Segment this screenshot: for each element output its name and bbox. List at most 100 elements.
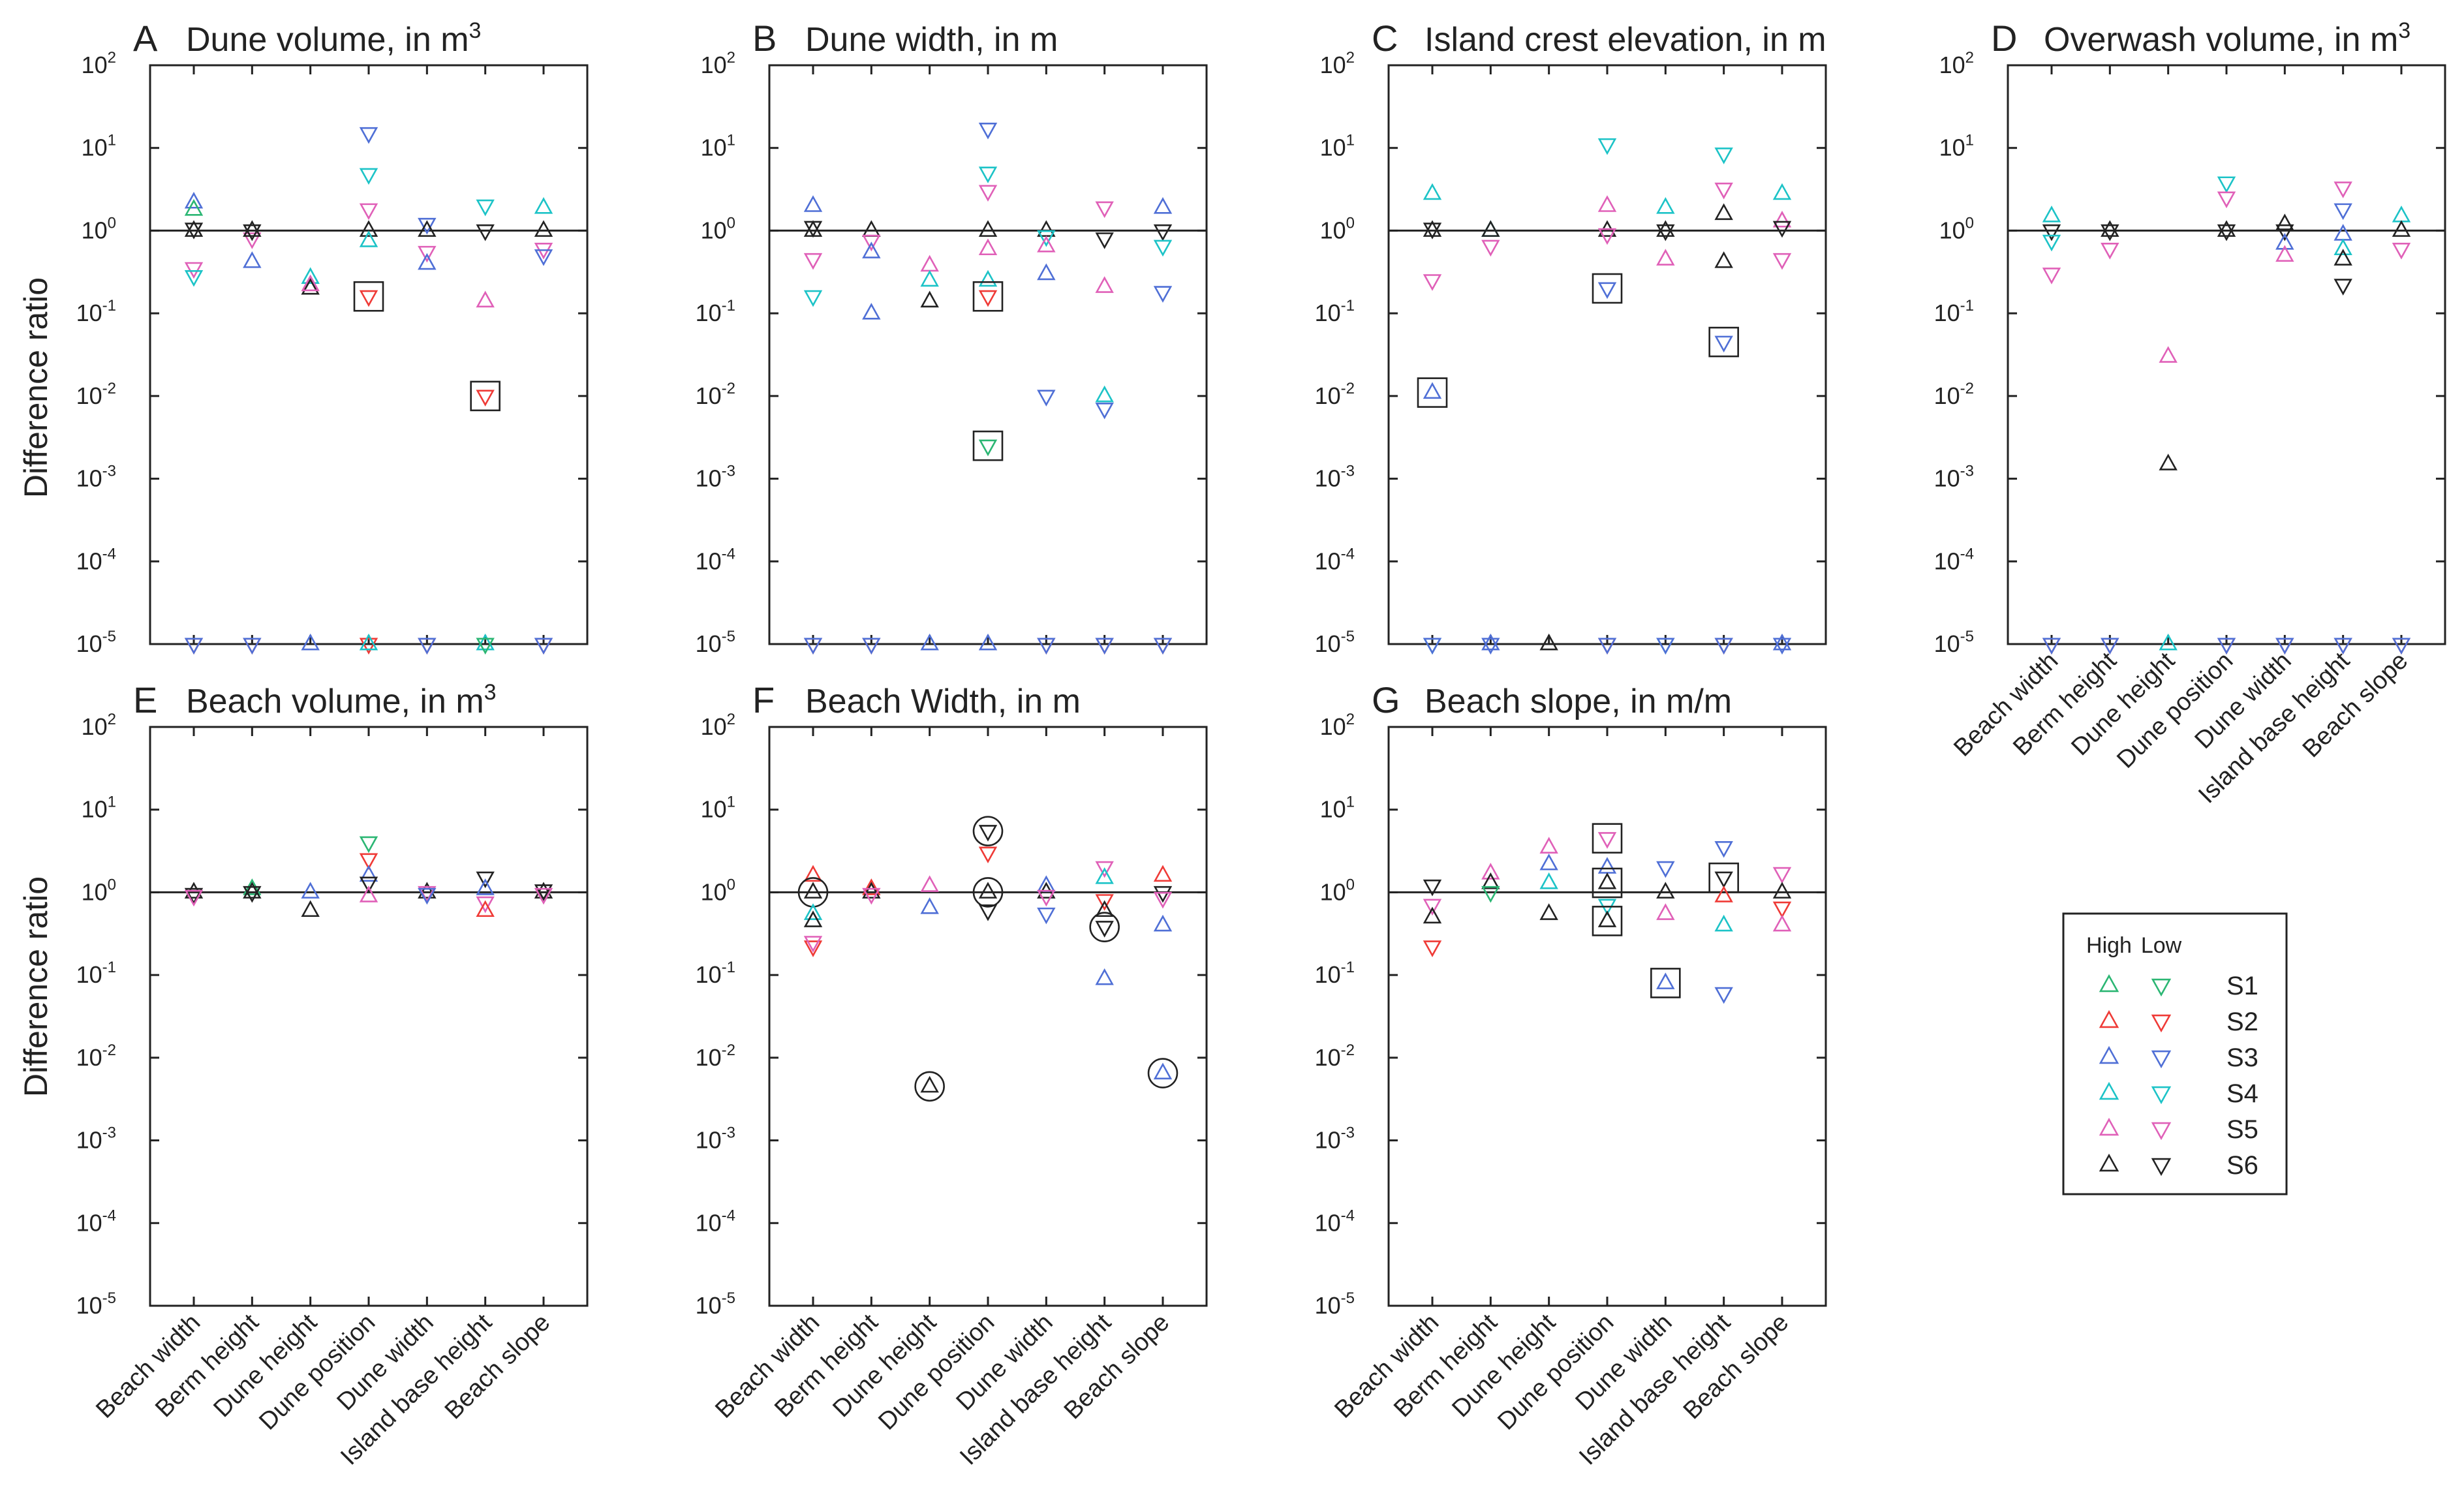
point-S3-low	[1037, 390, 1056, 407]
point-S5-high	[1772, 914, 1792, 932]
point-S4-low	[1597, 138, 1617, 155]
y-tick-exponent: 0	[727, 214, 735, 232]
y-axis-label-top: Difference ratio	[18, 277, 54, 498]
highlight-box	[972, 430, 1004, 461]
point-S5-low	[1095, 861, 1114, 878]
y-tick-exponent: -5	[1960, 628, 1974, 645]
point-S2-low	[359, 853, 378, 871]
point-S4-high	[1481, 220, 1500, 237]
plot-frame	[768, 726, 1208, 1307]
point-S3-low	[2333, 638, 2352, 655]
y-tick-exponent: -3	[722, 1124, 735, 1142]
panel-G: G Beach slope, in m/m10210110010-110-210-…	[1315, 679, 1827, 1470]
point-S6-low	[476, 871, 495, 889]
point-S3-low	[1714, 987, 1733, 1004]
y-tick-exponent: 0	[108, 876, 116, 893]
point-S3-high	[301, 633, 320, 651]
highlight-circle	[1089, 912, 1120, 942]
legend-label: S5	[2226, 1115, 2258, 1144]
point-S5-low	[2392, 243, 2411, 260]
y-tick-exponent: -2	[722, 380, 735, 397]
point-S6-high	[2101, 220, 2119, 237]
y-tick-label: 10-1	[1315, 297, 1355, 326]
point-S2-low	[978, 846, 998, 864]
y-tick-exponent: -5	[102, 1289, 116, 1307]
legend-label: S2	[2226, 1008, 2258, 1036]
y-tick-label: 100	[1939, 214, 1974, 243]
point-S4-high	[2333, 238, 2352, 256]
point-S5-high	[2159, 346, 2178, 363]
panels: A Dune volume, in m310210110010-110-210-3…	[76, 18, 2446, 1470]
y-tick-label: 10-2	[76, 380, 116, 409]
point-S3-high	[1539, 853, 1558, 871]
y-tick-label: 101	[1939, 132, 1974, 161]
point-S5-low	[1597, 832, 1617, 849]
y-tick-label: 10-2	[696, 1041, 735, 1071]
point-S3-low	[418, 887, 437, 905]
point-S1-low	[1481, 886, 1500, 903]
point-S5-low	[803, 253, 823, 270]
y-tick-exponent: -4	[1960, 545, 1974, 563]
legend-label: S4	[2226, 1079, 2258, 1108]
point-S5-high	[476, 290, 495, 308]
point-S6-low	[1153, 886, 1173, 903]
y-tick-exponent: -1	[1341, 297, 1355, 315]
panel-F: F Beach Width, in m10210110010-110-210-31…	[696, 679, 1208, 1470]
y-tick-exponent: -4	[722, 545, 735, 563]
point-S6-high	[243, 882, 262, 899]
point-S3-low	[2333, 203, 2352, 221]
point-S3-low	[1481, 638, 1500, 655]
y-tick-exponent: -1	[102, 959, 116, 976]
y-tick-exponent: -3	[722, 463, 735, 480]
point-S6-low	[476, 224, 495, 241]
point-S6-low	[359, 876, 378, 894]
point-S3-low	[418, 638, 437, 655]
y-tick-label: 101	[82, 794, 116, 823]
legend-marker-low	[2151, 1086, 2172, 1105]
point-S6-high	[862, 220, 881, 237]
point-S6-high	[1481, 220, 1500, 237]
point-S4-low	[1714, 147, 1733, 164]
highlight-box	[1592, 823, 1623, 854]
y-tick-exponent: -2	[1341, 1041, 1355, 1059]
point-S3-low	[1714, 638, 1733, 655]
y-tick-exponent: 2	[1346, 49, 1355, 67]
y-tick-label: 10-1	[1315, 959, 1355, 988]
y-tick-exponent: 1	[727, 132, 735, 149]
panel-letter: B	[752, 18, 777, 59]
point-S3-low	[418, 217, 437, 235]
point-S1-low	[359, 836, 378, 854]
y-tick-exponent: 0	[1965, 214, 1974, 232]
y-tick-exponent: 2	[108, 49, 116, 67]
panel-A: A Dune volume, in m310210110010-110-210-3…	[76, 18, 589, 657]
point-S5-low	[803, 936, 823, 953]
point-S6-high	[1656, 220, 1675, 237]
point-S6-low	[1714, 871, 1733, 889]
point-S6-high	[978, 882, 998, 899]
point-S3-high	[243, 251, 262, 268]
point-S6-high	[803, 910, 823, 927]
y-tick-exponent: 2	[108, 711, 116, 728]
y-tick-exponent: -2	[1341, 380, 1355, 397]
y-tick-label: 10-1	[76, 959, 116, 988]
y-tick-exponent: -3	[1960, 463, 1974, 480]
point-S6-low	[534, 884, 553, 901]
panel-letter: G	[1372, 679, 1400, 720]
point-S3-high	[862, 303, 881, 320]
panel-title: Dune volume, in m3	[186, 18, 481, 59]
point-S6-high	[1481, 872, 1500, 889]
y-tick-exponent: -3	[102, 1124, 116, 1142]
highlight-circle	[914, 1071, 945, 1102]
point-S3-low	[534, 249, 553, 266]
point-S4-high	[534, 197, 553, 214]
point-S6-low	[1423, 223, 1442, 239]
legend-marker-low	[2151, 1122, 2172, 1141]
legend-label: S3	[2226, 1043, 2258, 1072]
point-S4-high	[920, 270, 939, 287]
point-S4-low	[184, 270, 204, 287]
y-tick-label: 10-3	[76, 463, 116, 492]
point-S2-high	[1153, 865, 1173, 882]
point-S5-low	[418, 886, 437, 903]
legend: High Low S1 S2 S3 S4 S5 S6	[2062, 912, 2288, 1195]
point-S5-low	[1597, 228, 1617, 245]
